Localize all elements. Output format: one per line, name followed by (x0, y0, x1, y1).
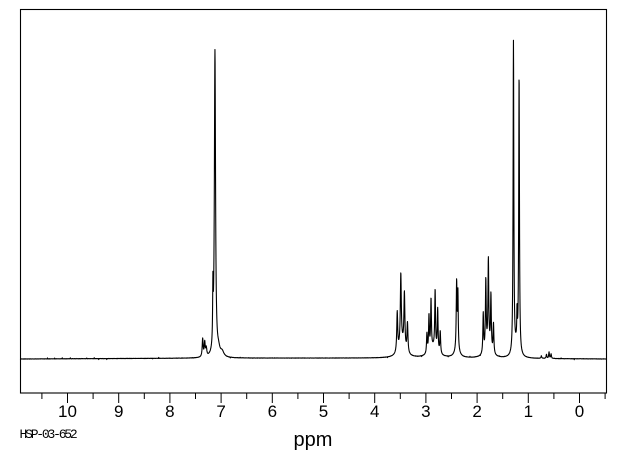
svg-text:6: 6 (268, 402, 277, 421)
svg-text:1: 1 (524, 402, 533, 421)
svg-text:3: 3 (421, 402, 430, 421)
svg-text:7: 7 (216, 402, 225, 421)
svg-text:9: 9 (114, 402, 123, 421)
svg-text:8: 8 (165, 402, 174, 421)
svg-text:10: 10 (58, 402, 77, 421)
svg-text:HSP-03-652: HSP-03-652 (20, 427, 77, 442)
svg-text:5: 5 (319, 402, 328, 421)
svg-text:ppm: ppm (294, 429, 333, 451)
svg-text:2: 2 (472, 402, 481, 421)
svg-text:0: 0 (575, 402, 584, 421)
svg-text:4: 4 (370, 402, 379, 421)
